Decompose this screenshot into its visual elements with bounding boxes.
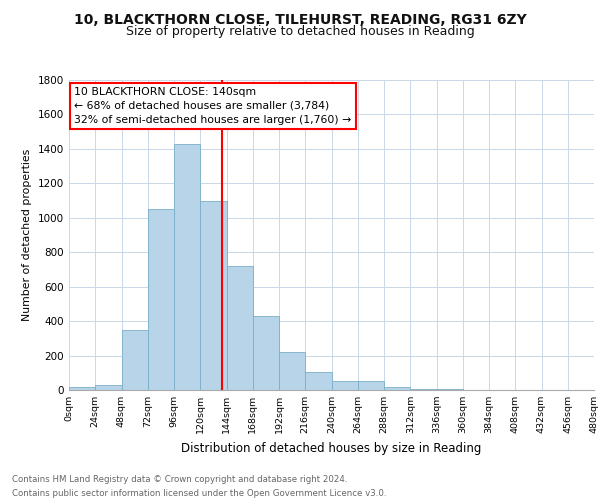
Bar [279,352,305,390]
Bar [174,144,200,390]
Bar [121,330,148,390]
Text: 10, BLACKTHORN CLOSE, TILEHURST, READING, RG31 6ZY: 10, BLACKTHORN CLOSE, TILEHURST, READING… [74,12,526,26]
Bar [331,380,358,390]
Bar [148,209,174,390]
Bar [95,385,121,390]
Bar [227,266,253,390]
Bar [200,200,227,390]
Bar [253,316,279,390]
Text: Size of property relative to detached houses in Reading: Size of property relative to detached ho… [125,25,475,38]
Bar [358,382,384,390]
Y-axis label: Number of detached properties: Number of detached properties [22,149,32,321]
Bar [410,389,437,390]
Text: 10 BLACKTHORN CLOSE: 140sqm
← 68% of detached houses are smaller (3,784)
32% of : 10 BLACKTHORN CLOSE: 140sqm ← 68% of det… [74,87,352,125]
Text: Contains HM Land Registry data © Crown copyright and database right 2024.
Contai: Contains HM Land Registry data © Crown c… [12,476,386,498]
Bar [305,372,331,390]
Bar [384,386,410,390]
Bar [69,388,95,390]
X-axis label: Distribution of detached houses by size in Reading: Distribution of detached houses by size … [181,442,482,454]
